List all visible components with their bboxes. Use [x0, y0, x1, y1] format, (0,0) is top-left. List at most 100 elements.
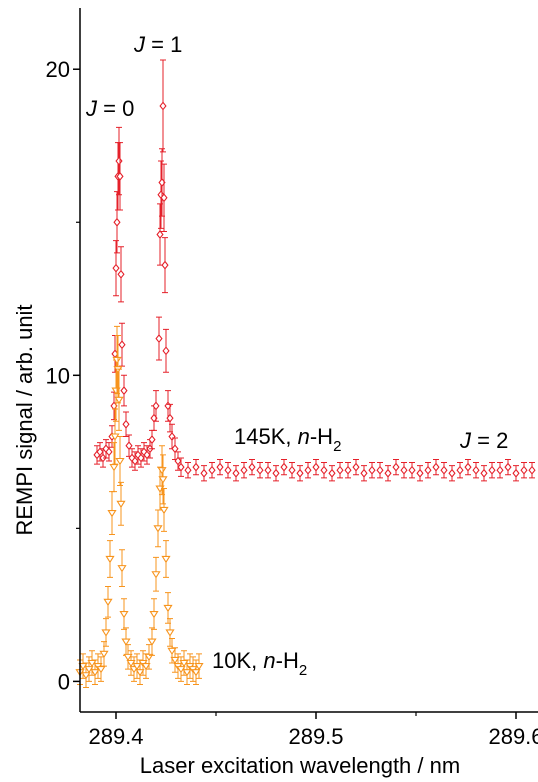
marker — [194, 663, 204, 671]
marker — [200, 468, 208, 478]
marker — [122, 419, 130, 429]
marker — [137, 453, 145, 463]
marker — [119, 610, 129, 619]
annotation: 145K, n-H2 — [234, 424, 341, 455]
marker — [153, 525, 163, 533]
marker — [296, 468, 304, 478]
marker — [117, 269, 125, 279]
marker — [156, 230, 164, 239]
marker — [116, 500, 126, 509]
marker — [448, 468, 456, 478]
marker — [131, 456, 139, 466]
y-tick-label: 20 — [46, 57, 70, 82]
marker — [248, 462, 256, 472]
marker — [182, 669, 192, 677]
x-tick-label: 289.5 — [288, 724, 343, 749]
marker — [264, 465, 272, 475]
annotation-run: = 2 — [471, 428, 508, 453]
marker — [160, 193, 168, 203]
marker — [280, 462, 288, 472]
annotation-run: -H — [310, 424, 333, 449]
annotation-run: = 1 — [145, 32, 182, 57]
marker — [320, 465, 328, 475]
annotation-run: J — [459, 428, 472, 453]
marker — [171, 444, 179, 454]
marker — [408, 465, 416, 475]
marker — [312, 462, 320, 472]
marker — [163, 604, 173, 613]
marker — [392, 462, 400, 472]
marker — [110, 433, 120, 441]
marker — [125, 441, 133, 451]
marker — [109, 464, 119, 472]
marker — [464, 462, 472, 472]
marker — [141, 663, 151, 671]
marker — [158, 476, 168, 484]
marker — [112, 263, 120, 273]
series — [75, 325, 204, 689]
marker — [159, 506, 169, 515]
marker — [105, 447, 113, 457]
marker — [148, 435, 156, 445]
marker — [115, 156, 123, 166]
marker — [161, 260, 169, 270]
y-tick-label: 0 — [58, 669, 70, 694]
marker — [488, 465, 496, 475]
marker — [90, 669, 100, 677]
marker — [170, 656, 180, 665]
marker — [166, 413, 174, 423]
annotation-run: 2 — [333, 438, 341, 455]
marker — [208, 465, 216, 475]
marker — [184, 465, 192, 475]
annotation-run: J — [85, 96, 98, 121]
marker — [328, 468, 336, 478]
series — [93, 59, 536, 482]
marker — [344, 465, 352, 475]
marker — [118, 340, 126, 350]
marker — [496, 465, 504, 475]
marker — [520, 465, 528, 475]
marker — [472, 465, 480, 475]
marker — [120, 386, 128, 396]
marker — [157, 467, 167, 475]
annotation-run: = 0 — [97, 96, 134, 121]
marker — [143, 450, 151, 460]
marker — [191, 669, 201, 677]
marker — [123, 653, 133, 662]
marker — [174, 456, 182, 466]
marker — [152, 401, 160, 411]
marker — [352, 462, 360, 472]
marker — [165, 629, 175, 637]
marker — [162, 346, 170, 356]
marker — [288, 465, 296, 475]
marker — [376, 465, 384, 475]
marker — [151, 571, 161, 579]
marker — [192, 462, 200, 472]
annotation: J = 1 — [133, 32, 182, 57]
marker — [168, 432, 176, 442]
marker — [232, 468, 240, 478]
marker — [114, 396, 124, 405]
marker — [105, 555, 115, 564]
marker — [103, 598, 113, 607]
marker — [400, 465, 408, 475]
annotation-run: n — [263, 648, 275, 673]
marker — [440, 465, 448, 475]
marker — [304, 465, 312, 475]
marker — [224, 465, 232, 475]
marker — [113, 217, 121, 227]
marker — [96, 447, 104, 457]
marker — [155, 334, 163, 344]
marker — [177, 462, 185, 472]
marker — [135, 669, 145, 677]
marker — [384, 468, 392, 478]
marker — [99, 650, 109, 659]
annotation-run: 2 — [299, 662, 307, 679]
marker — [368, 465, 376, 475]
marker — [121, 638, 131, 646]
annotation-run: 10K, — [212, 648, 263, 673]
marker — [528, 465, 536, 475]
y-tick-label: 10 — [46, 363, 70, 388]
plot-area — [75, 59, 536, 689]
marker — [159, 101, 167, 111]
